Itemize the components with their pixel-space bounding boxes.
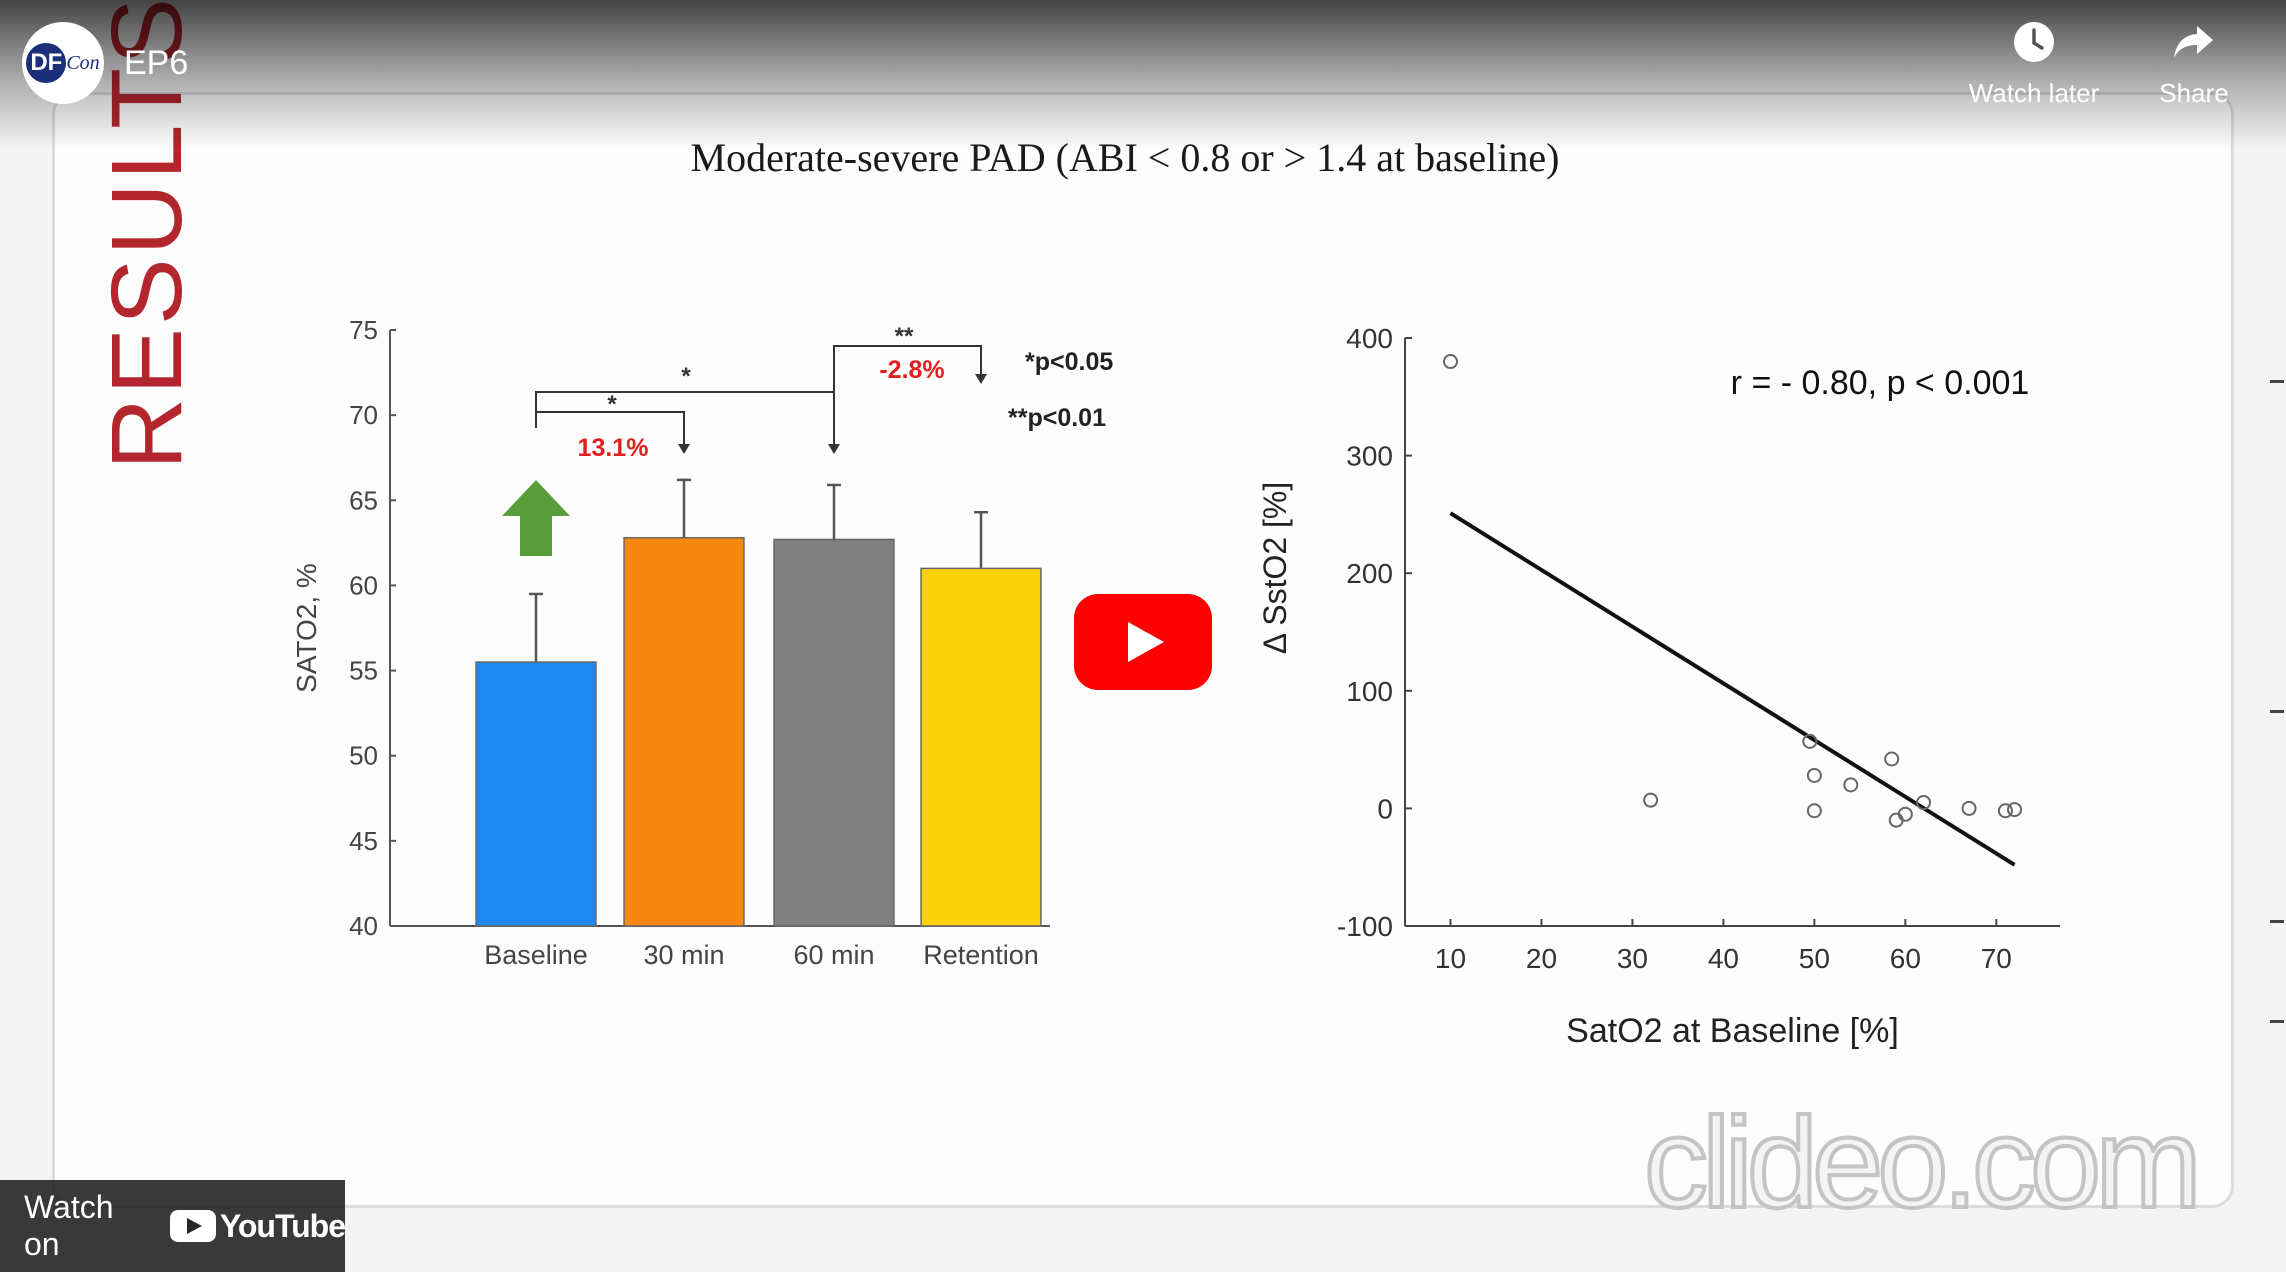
clideo-watermark: clideo.com	[1642, 1090, 2204, 1237]
bar-category-label: Retention	[923, 940, 1039, 970]
bar-y-tick-label: 55	[349, 656, 378, 686]
bracket-arrow-30min	[678, 444, 690, 454]
scatter-y-tick-label: 300	[1346, 441, 1393, 472]
share-label: Share	[2159, 78, 2229, 108]
sig-star-1: *	[607, 391, 617, 418]
bar-category-label: 60 min	[793, 940, 874, 970]
scatter-x-tick-label: 50	[1799, 943, 1830, 974]
legend-p01: **p<0.01	[1008, 404, 1106, 432]
scatter-y-tick-label: 200	[1346, 558, 1393, 589]
scatter-point	[1961, 800, 1977, 816]
sig-star-2: *	[681, 363, 691, 390]
bar-60-min	[773, 538, 895, 927]
scatter-point	[1806, 767, 1822, 783]
scatter-point	[1802, 733, 1818, 749]
scatter-y-tick-label: 100	[1346, 676, 1393, 707]
channel-logo-suffix: Con	[66, 51, 100, 74]
scatter-point	[1843, 777, 1859, 793]
bar-y-tick-label: 40	[349, 911, 378, 941]
bar-retention	[920, 567, 1042, 927]
pct-change-down: -2.8%	[879, 356, 944, 384]
share-arrow-icon	[2174, 26, 2213, 58]
scatter-point	[1884, 751, 1900, 767]
share-button[interactable]: Share	[2094, 20, 2286, 109]
video-title[interactable]: EP6	[124, 44, 189, 82]
youtube-play-icon	[169, 1210, 216, 1242]
correlation-annotation: r = - 0.80, p < 0.001	[1731, 364, 2030, 402]
pct-change-up: 13.1%	[578, 434, 649, 462]
regression-line	[1449, 511, 2016, 867]
sato2-bar-chart: 40 45 50 55 60 65 70 75 SATO2, % Baseline 30 min 6…	[291, 315, 1113, 970]
scatter-point	[1442, 354, 1458, 370]
player-top-bar	[0, 0, 2286, 150]
play-icon[interactable]	[1074, 594, 1212, 690]
increase-arrow-icon	[502, 480, 570, 556]
bar-category-label: 30 min	[643, 940, 724, 970]
scatter-x-tick-label: 30	[1617, 943, 1648, 974]
bracket-baseline-30min	[535, 411, 685, 448]
bracket-arrow-retention	[975, 374, 987, 384]
scatter-point	[2007, 802, 2023, 818]
watch-later-label: Watch later	[1968, 78, 2100, 108]
scatter-x-tick-label: 70	[1981, 943, 2012, 974]
scatter-y-tick-label: -100	[1337, 911, 1393, 942]
scatter-point	[1897, 806, 1913, 822]
bar-category-label: Baseline	[484, 940, 588, 970]
legend-p05: *p<0.05	[1025, 348, 1113, 376]
bar-baseline	[475, 661, 597, 927]
channel-avatar[interactable]: DF Con	[22, 22, 104, 104]
bracket-baseline-60min	[535, 391, 835, 448]
youtube-logo: YouTube	[169, 1207, 346, 1245]
scatter-y-tick-label: 0	[1377, 793, 1393, 824]
watch-later-button[interactable]: Watch later	[1934, 20, 2134, 109]
scatter-x-tick-label: 10	[1435, 943, 1466, 974]
scatter-x-tick-label: 40	[1708, 943, 1739, 974]
scatter-y-tick-label: 400	[1346, 323, 1393, 354]
watch-on-label: Watch on	[24, 1189, 114, 1262]
clock-icon	[2014, 22, 2054, 62]
scatter-point	[1997, 803, 2013, 819]
scatter-x-tick-label: 60	[1890, 943, 1921, 974]
bar-y-axis-label: SATO2, %	[291, 563, 322, 693]
watch-on-youtube-button[interactable]: Watch on YouTube	[0, 1180, 346, 1272]
bracket-arrow-60min	[828, 444, 840, 454]
bar-y-tick-label: 50	[349, 741, 378, 771]
bar-y-tick-label: 45	[349, 826, 378, 856]
bar-30-min	[623, 536, 745, 927]
scatter-point	[1643, 792, 1659, 808]
bar-y-tick-label: 70	[349, 400, 378, 430]
bar-y-tick-label: 75	[349, 315, 378, 345]
scatter-y-axis-label: Δ SstO2 [%]	[1257, 482, 1293, 655]
bar-y-tick-label: 60	[349, 570, 378, 600]
play-button[interactable]	[1074, 594, 1212, 690]
youtube-wordmark: YouTube	[219, 1207, 346, 1244]
sato2-scatter-chart: -100 0 100 200 300 400 10 20 30 40 50 60 70 SatO2 at …	[1257, 323, 2060, 1050]
next-slide-edge	[2258, 300, 2286, 1100]
scatter-x-tick-label: 20	[1526, 943, 1557, 974]
sig-star-3: **	[895, 323, 914, 350]
scatter-x-axis-label: SatO2 at Baseline [%]	[1566, 1012, 1899, 1050]
channel-logo-badge: DF	[26, 43, 67, 83]
bracket-60min-retention	[833, 345, 982, 392]
bar-y-tick-label: 65	[349, 485, 378, 515]
scatter-point	[1916, 795, 1932, 811]
scatter-point	[1806, 803, 1822, 819]
